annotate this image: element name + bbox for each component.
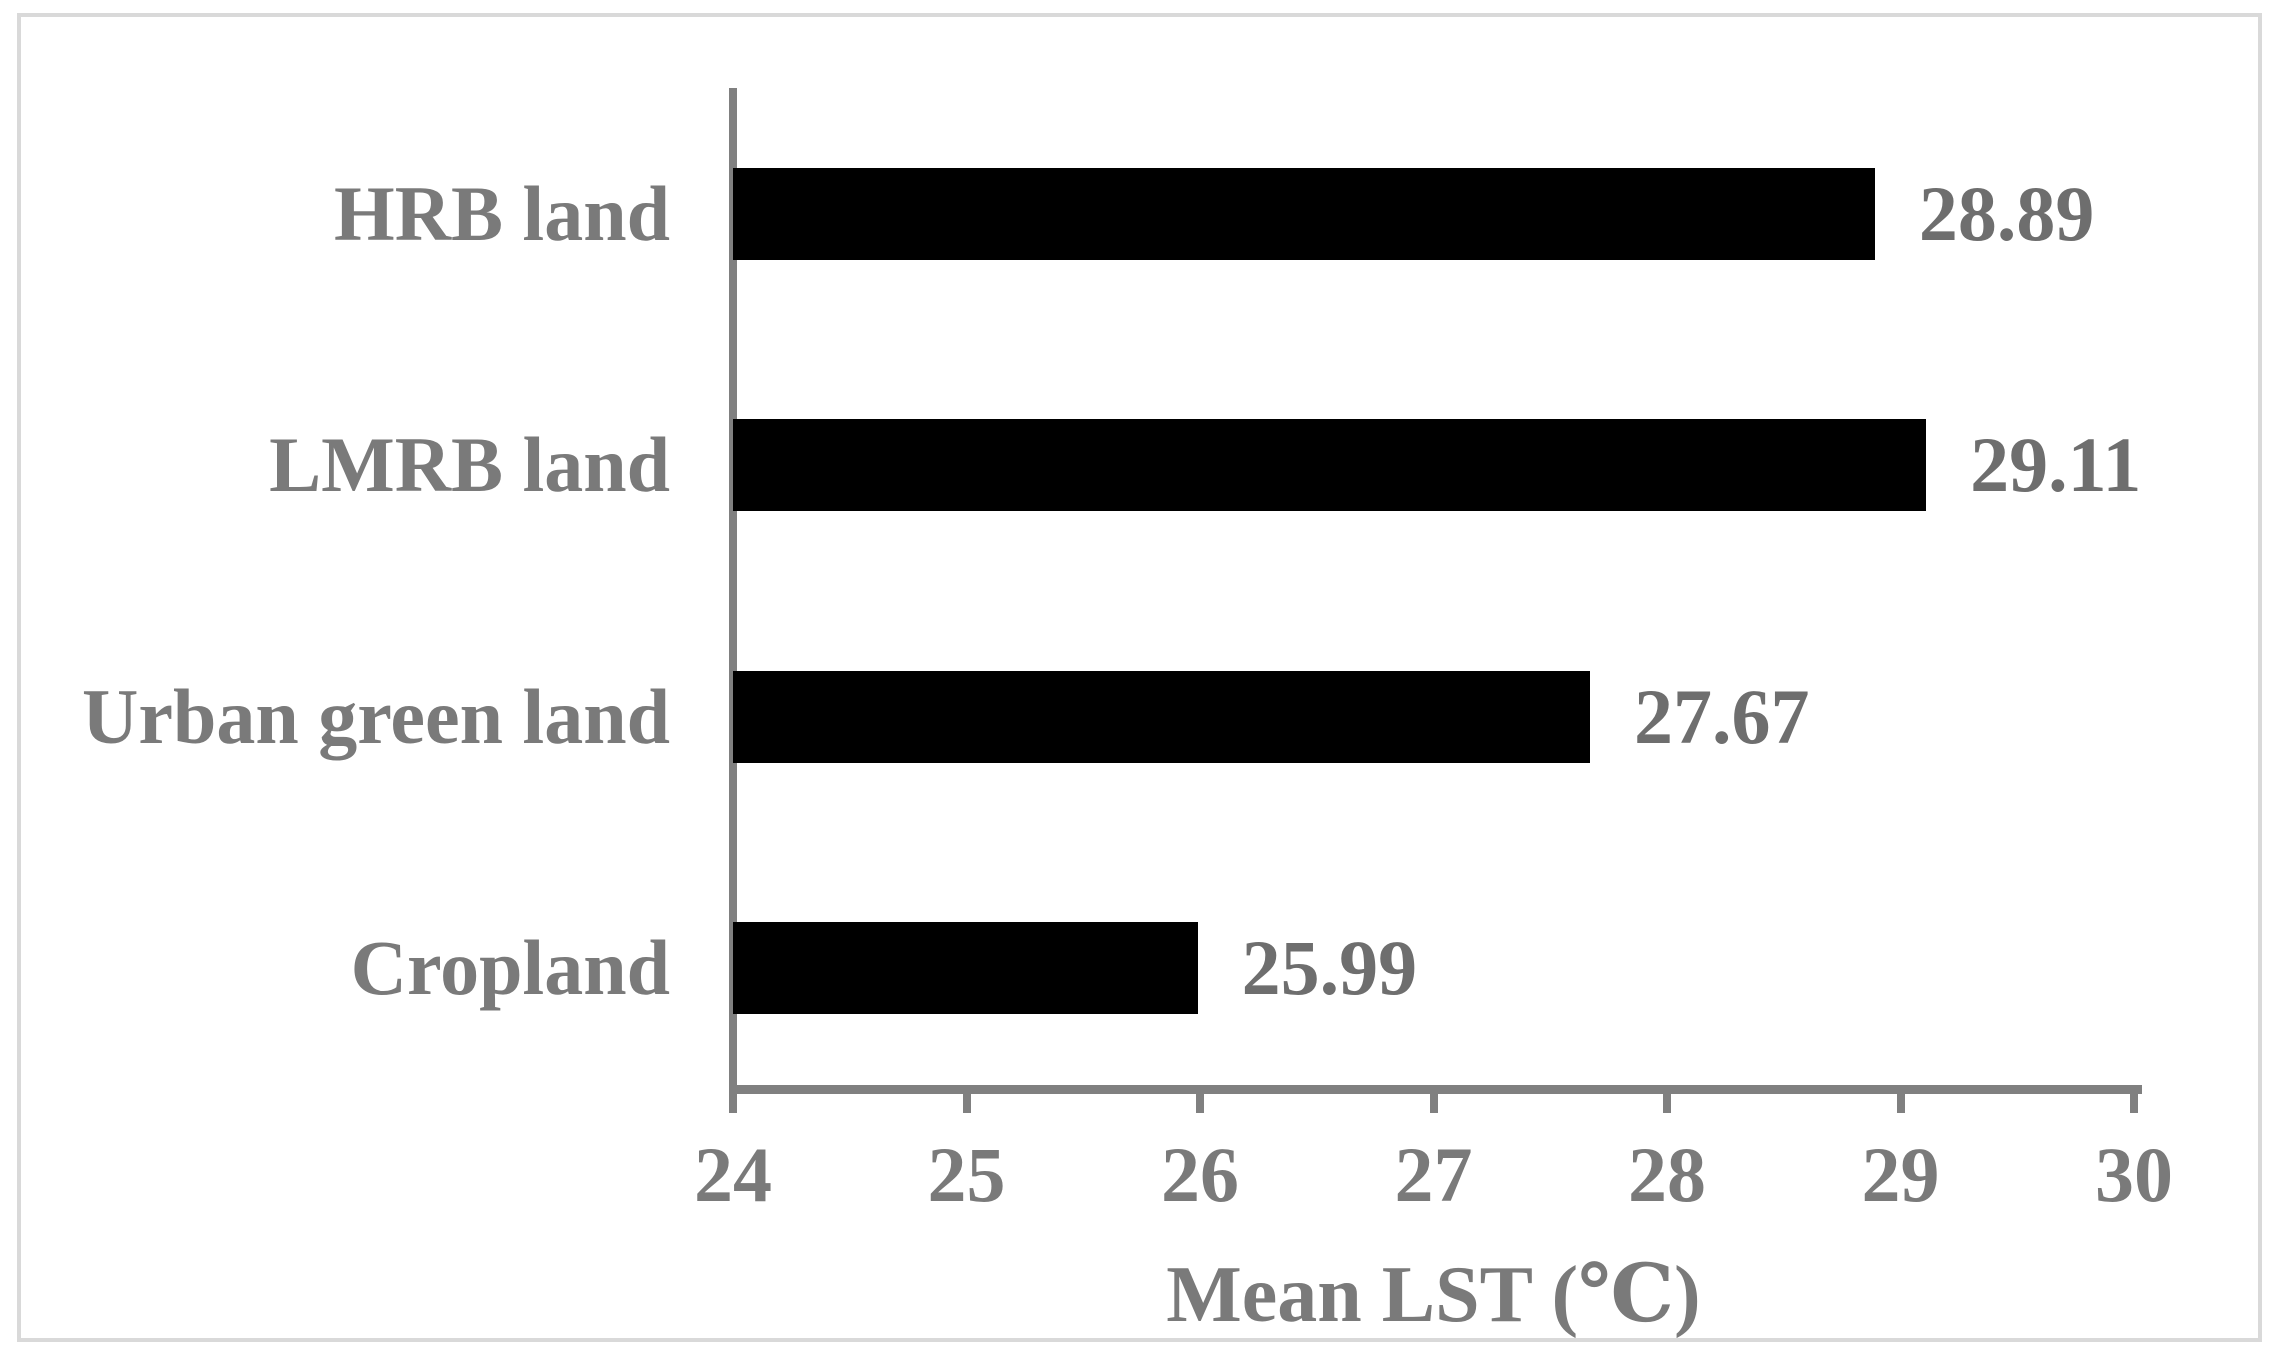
- category-row: Urban green land: [0, 591, 670, 843]
- bar-row: 25.99: [733, 843, 2134, 1095]
- category-label: Cropland: [350, 924, 670, 1012]
- x-tick-mark: [1196, 1085, 1204, 1113]
- bar-row: 27.67: [733, 591, 2134, 843]
- x-tick-mark: [962, 1085, 971, 1113]
- category-row: HRB land: [0, 88, 670, 340]
- x-tick-label: 28: [1628, 1131, 1706, 1218]
- category-label: HRB land: [334, 169, 670, 257]
- category-label: LMRB land: [269, 421, 670, 509]
- x-axis-title: Mean LST (℃): [1166, 1251, 1701, 1339]
- x-tick-mark: [1896, 1085, 1905, 1113]
- x-tick-label: 27: [1394, 1131, 1473, 1218]
- bar: [733, 922, 1198, 1015]
- x-tick-label: 24: [694, 1131, 772, 1218]
- x-tick-label: 29: [1861, 1131, 1940, 1218]
- x-axis-tick-labels: 24 25 26 27 28 29 30: [694, 1131, 2173, 1226]
- x-tick-label: 30: [2095, 1131, 2173, 1218]
- y-axis-line: [729, 88, 737, 1113]
- x-tick-mark: [1663, 1085, 1671, 1113]
- bar: [733, 419, 1927, 512]
- plot-area: 28.89 29.11 27.67 25.99: [733, 88, 2141, 1095]
- bar-value-label: 29.11: [1970, 421, 2142, 509]
- category-label: Urban green land: [82, 672, 670, 760]
- bar-row: 29.11: [733, 340, 2141, 592]
- x-tick-mark: [2130, 1085, 2138, 1113]
- x-tick-label: 26: [1161, 1131, 1239, 1218]
- bar: [733, 670, 1590, 763]
- category-row: Cropland: [0, 843, 670, 1095]
- bar: [733, 167, 1875, 260]
- x-tick-label: 25: [927, 1131, 1006, 1218]
- x-tick-mark: [729, 1085, 737, 1113]
- bar-value-label: 27.67: [1633, 672, 1810, 760]
- x-tick-mark: [1429, 1085, 1438, 1113]
- category-row: LMRB land: [0, 340, 670, 592]
- bar-value-label: 25.99: [1241, 924, 1418, 1012]
- x-axis-ticks: [729, 1085, 2138, 1113]
- bar-row: 28.89: [733, 88, 2134, 340]
- category-axis-labels: HRB land LMRB land Urban green land Croplan…: [0, 88, 670, 1094]
- bar-value-label: 28.89: [1918, 169, 2095, 257]
